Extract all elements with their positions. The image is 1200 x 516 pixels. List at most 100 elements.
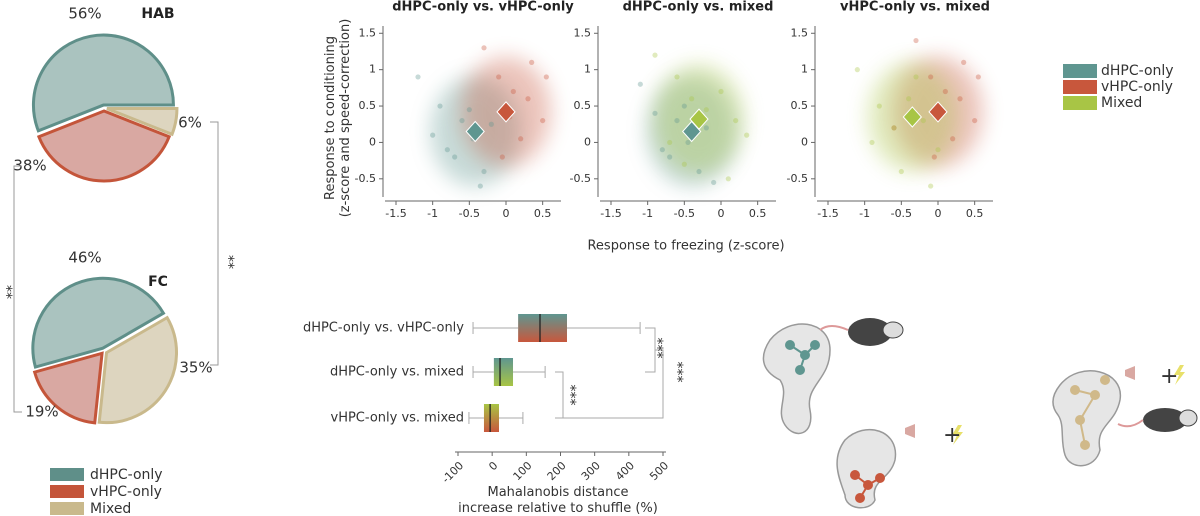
y-tick-label: -0.5 [570,172,591,185]
scatter-point [913,37,919,44]
bracket [563,349,664,419]
scatter-point [667,154,673,160]
slice-label: 6% [178,114,202,132]
scatter-point [931,154,937,160]
scatter-point [913,74,919,80]
x-tick-label: -0.5 [891,207,912,220]
legend-label: vHPC-only [1101,79,1173,95]
scatter-point [869,139,875,146]
scatter-point [459,117,465,124]
illustration [762,323,1121,509]
mouse-icon [819,318,1198,432]
scatter-point [957,96,963,102]
scatter-point [928,74,934,80]
y-tick-label: 0.5 [359,99,377,112]
scatter-point [488,121,494,127]
y-tick-label: 1 [584,63,591,76]
y-axis-label: Response to conditioning(z-score and spe… [323,19,353,218]
y-tick-label: 0 [801,135,808,148]
scatter-point [744,132,750,138]
scatter-point [667,139,673,146]
slice-label: 46% [68,249,101,267]
scatter-point [437,103,443,109]
y-tick-label: -0.5 [355,172,376,185]
scatter-point [854,67,860,73]
legend-label: vHPC-only [90,484,162,500]
scatter-point [430,132,436,138]
scatter-point [496,74,502,80]
scatter-point [499,154,505,160]
scatter-point [891,125,897,131]
scatter-point [696,168,702,175]
y-tick-label: 0.5 [574,99,592,112]
scatter-point [510,88,516,95]
y-tick-label: 1 [369,63,376,76]
slice-label: 38% [13,157,46,175]
scatter-point [452,154,458,160]
x-tick-label: -100 [439,459,466,486]
scatter-point [961,59,967,65]
pie-title: FC [148,274,168,290]
centroid [902,106,923,128]
scatter-point [942,88,948,95]
scatter-point [674,117,680,124]
legend-label: dHPC-only [90,467,163,483]
scatter-point [652,52,658,58]
svg-text:+: + [1160,364,1178,389]
panel-title: dHPC-only vs. mixed [623,0,774,15]
x-tick-label: 200 [545,459,569,483]
centroid [928,101,948,123]
scatter-point [876,103,882,109]
significance: *** [649,338,665,359]
significance: *** [669,362,685,383]
scatter-point [898,168,904,175]
significance: ** [220,255,236,269]
box [483,404,499,432]
y-tick-label: 1.5 [574,26,592,39]
svg-text:+: + [943,423,961,448]
scatter-point [477,183,483,189]
pie-slice [97,315,178,425]
box [493,358,514,386]
y-tick-label: -0.5 [787,172,808,185]
scatter-point [725,176,731,182]
x-tick-label: 0 [718,207,725,220]
pie-slice [31,33,175,133]
x-tick-label: -1 [427,207,438,220]
scatter-point [543,74,549,80]
y-tick-label: 0 [584,135,591,148]
bracket [210,121,219,366]
centroid [496,101,516,123]
x-tick-label: -0.5 [674,207,695,220]
x-tick-label: -1.5 [600,207,621,220]
network-icon [785,340,1110,503]
significance: *** [562,385,578,406]
scatter-point [652,110,658,116]
x-tick-label: 0.5 [534,207,552,220]
slice-label: 19% [25,403,58,421]
x-tick-label: -1 [642,207,653,220]
scatter-point [711,179,717,186]
pie-title: HAB [141,6,174,22]
pie-slice [36,109,172,183]
x-tick-label: 500 [647,459,671,483]
scatter-point [935,147,941,153]
scatter-point [466,107,472,113]
scatter-point [733,117,739,124]
scatter-point [415,74,421,80]
legend-label: Mixed [1101,95,1142,111]
legend-swatch [1063,96,1097,110]
x-tick-label: 0 [503,207,510,220]
x-tick-label: 300 [579,459,603,483]
category-label: dHPC-only vs. vHPC-only [303,321,464,336]
box [518,314,567,342]
slice-label: 35% [179,359,212,377]
scatter-point [718,88,724,95]
legend-label: dHPC-only [1101,63,1174,79]
x-axis-label: Mahalanobis distance increase relative to… [458,485,658,516]
scatter-point [518,136,524,142]
x-tick-label: -1.5 [817,207,838,220]
scatter-point [975,74,981,80]
scatter-point [540,117,546,124]
